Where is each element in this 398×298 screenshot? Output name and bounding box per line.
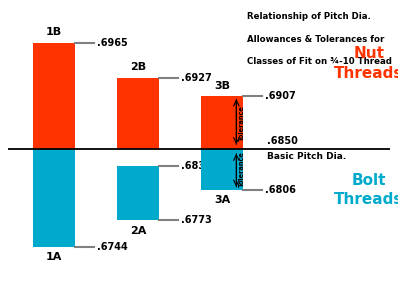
Bar: [201, 96, 243, 149]
Text: Tolerance: Tolerance: [238, 151, 244, 187]
Text: 1B: 1B: [46, 27, 62, 37]
Text: Threads: Threads: [334, 193, 398, 207]
Text: .6806: .6806: [265, 184, 296, 195]
Text: Allowances & Tolerances for: Allowances & Tolerances for: [247, 35, 384, 44]
Text: Bolt: Bolt: [352, 173, 386, 188]
Text: Classes of Fit on ¾-10 Thread: Classes of Fit on ¾-10 Thread: [247, 57, 392, 66]
Text: .6907: .6907: [265, 91, 296, 101]
Text: Threads: Threads: [334, 66, 398, 81]
Bar: [117, 78, 159, 149]
Text: 2A: 2A: [130, 226, 146, 236]
Text: .6927: .6927: [181, 73, 212, 83]
Text: 2B: 2B: [130, 62, 146, 72]
Text: Basic Pitch Dia.: Basic Pitch Dia.: [267, 152, 346, 161]
Text: .6744: .6744: [97, 242, 128, 252]
Text: Nut: Nut: [353, 46, 384, 61]
Text: .6832: .6832: [181, 161, 212, 171]
Text: Tolerance: Tolerance: [238, 105, 244, 141]
Text: 3A: 3A: [214, 195, 230, 205]
Text: .6850: .6850: [267, 136, 297, 146]
Bar: [33, 149, 75, 247]
Bar: [117, 166, 159, 220]
Bar: [201, 149, 243, 190]
Text: Relationship of Pitch Dia.: Relationship of Pitch Dia.: [247, 13, 371, 21]
Text: 3B: 3B: [214, 81, 230, 91]
Text: .6965: .6965: [97, 38, 128, 48]
Text: .6773: .6773: [181, 215, 212, 225]
Bar: [33, 43, 75, 149]
Text: 1A: 1A: [46, 252, 62, 262]
